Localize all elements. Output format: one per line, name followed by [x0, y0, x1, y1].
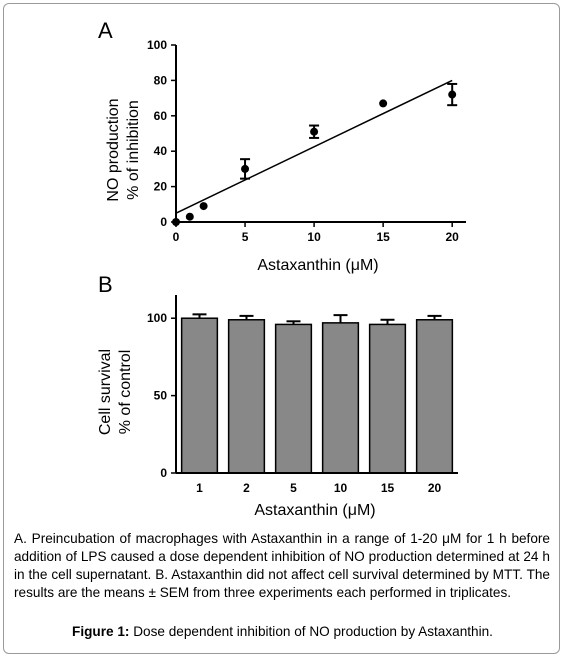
panel-a-ytick-label: 0 [160, 215, 167, 229]
panel-b-xtick-label: 5 [290, 481, 297, 495]
panel-a-chart: 0 20 40 60 80 100 0 5 10 15 20 [147, 38, 466, 244]
panel-a-ylabel-line2: % of inhibition [125, 100, 142, 200]
panel-a-point [172, 218, 180, 226]
panel-a-xtick-label: 0 [173, 230, 180, 244]
panel-a-xlabel: Astaxanthin (μM) [257, 257, 378, 274]
panel-a-point [185, 212, 194, 221]
panel-a-xtick-label: 5 [242, 230, 249, 244]
panel-b-ytick-label: 100 [147, 311, 167, 325]
panel-b-bar [227, 319, 266, 474]
panel-a-point [199, 202, 208, 211]
panel-a-xtick-label: 10 [307, 230, 321, 244]
panel-a-label: A [98, 18, 113, 43]
panel-b-bar [415, 319, 454, 474]
panel-b-xtick-label: 15 [381, 481, 395, 495]
panel-b-ytick-label: 50 [154, 389, 168, 403]
panel-a-point [379, 99, 388, 108]
panel-a-ytick-label: 80 [154, 73, 168, 87]
panel-b-ylabel-line1: Cell survival [97, 349, 114, 435]
panel-b-label: B [98, 272, 113, 297]
panel-b-xtick-label: 2 [243, 481, 250, 495]
panel-a-ytick-label: 100 [147, 38, 167, 52]
panel-b-bar [274, 323, 313, 474]
panel-b-xlabel: Astaxanthin (μM) [254, 502, 375, 519]
panel-a-ytick-label: 20 [154, 180, 168, 194]
panel-a-point [448, 90, 457, 99]
panel-b-bar [321, 322, 360, 474]
panel-b-ytick-label: 0 [160, 466, 167, 480]
panel-b-chart: 1 2 5 10 15 20 0 50 100 [147, 295, 458, 495]
panel-b-ylabel-line2: % of control [117, 350, 134, 434]
panel-a-xtick-label: 15 [376, 230, 390, 244]
figure-title-line: Figure 1: Dose dependent inhibition of N… [0, 624, 565, 639]
figure-frame [3, 3, 560, 654]
panel-a-trendline [175, 79, 453, 214]
figure-title: Dose dependent inhibition of NO producti… [133, 624, 493, 639]
panel-a-ylabel-line1: NO production [105, 98, 122, 201]
panel-a-xtick-label: 20 [446, 230, 460, 244]
panel-b-xtick-label: 10 [334, 481, 348, 495]
panel-b-xtick-label: 1 [196, 481, 203, 495]
figure-label: Figure 1: [72, 624, 130, 639]
panel-a-point [241, 164, 250, 173]
panel-a-ytick-label: 40 [154, 144, 168, 158]
panel-b-xtick-label: 20 [428, 481, 442, 495]
panel-b-bar [368, 323, 407, 474]
figure-caption: A. Preincubation of macrophages with Ast… [14, 531, 550, 600]
panel-b-bar [180, 317, 219, 474]
panel-a-ytick-label: 60 [154, 109, 168, 123]
panel-a-point [310, 127, 319, 136]
